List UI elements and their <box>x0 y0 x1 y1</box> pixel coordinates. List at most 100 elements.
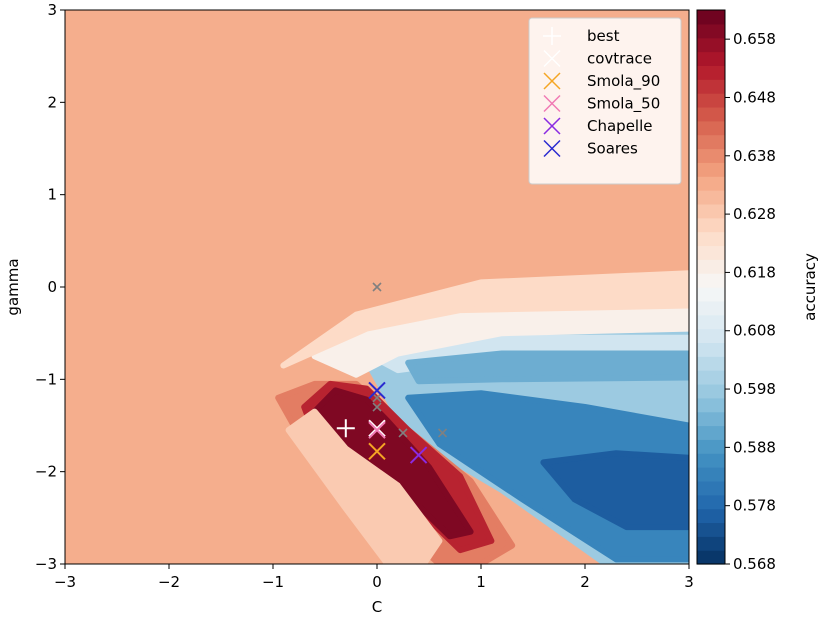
colorbar-band <box>697 231 725 247</box>
y-tick-label: −1 <box>35 370 57 388</box>
colorbar-band <box>697 356 725 371</box>
grey-x-marker <box>372 402 382 412</box>
colorbar-band <box>697 411 725 427</box>
colorbar-band <box>697 467 725 482</box>
colorbar-tick-label: 0.638 <box>733 147 776 165</box>
contour-pale-band <box>280 270 689 369</box>
colorbar-tick-label: 0.618 <box>733 263 776 281</box>
x-axis-label: C <box>372 598 382 616</box>
colorbar-band <box>697 162 725 177</box>
colorbar-band <box>697 134 725 150</box>
marker-smola-90 <box>368 442 386 461</box>
colorbar-band <box>697 494 725 510</box>
colorbar-band <box>697 259 725 274</box>
colorbar-band <box>697 65 725 80</box>
colorbar-tick-label: 0.658 <box>733 30 776 48</box>
colorbar-band <box>697 536 725 551</box>
grey-x-marker <box>398 428 408 438</box>
contour-pale-edge-left <box>285 408 443 564</box>
y-axis-label: gamma <box>4 258 22 315</box>
colorbar-label: accuracy <box>801 253 819 321</box>
colorbar-band <box>697 51 725 66</box>
x-tick-label: 1 <box>476 573 486 591</box>
colorbar-tick-label: 0.578 <box>733 497 776 515</box>
legend-label-soares: Soares <box>587 140 638 158</box>
colorbar-band <box>697 245 725 260</box>
colorbar-band <box>697 79 725 94</box>
colorbar-tick-label: 0.568 <box>733 555 776 573</box>
y-tick-label: 1 <box>47 186 57 204</box>
y-tick-label: −2 <box>35 463 57 481</box>
y-tick-label: 0 <box>47 278 57 296</box>
colorbar-band <box>697 508 725 524</box>
colorbar-tick-label: 0.598 <box>733 380 776 398</box>
colorbar-frame <box>696 9 726 565</box>
colorbar-gradient <box>697 10 725 565</box>
y-tick-label: 3 <box>47 1 57 19</box>
grey-x-marker <box>437 428 448 438</box>
colorbar-band <box>697 190 725 205</box>
x-tick-label: −3 <box>54 573 76 591</box>
legend-marker-smola-90 <box>543 72 561 90</box>
colorbar-band <box>697 217 725 233</box>
y-axis: −3 −2 −1 0 1 2 3 <box>35 1 65 573</box>
colorbar-band <box>697 203 725 219</box>
contour-regions <box>275 270 689 564</box>
colorbar-band <box>697 287 725 302</box>
colorbar-band <box>697 300 725 316</box>
colorbar-band <box>697 93 725 108</box>
colorbar-tick-label: 0.588 <box>733 438 776 456</box>
x-tick-label: 2 <box>580 573 590 591</box>
colorbar-band <box>697 550 725 565</box>
colorbar-band <box>697 106 725 122</box>
colorbar-band <box>697 314 725 330</box>
colorbar-band <box>697 328 725 343</box>
x-axis: −3 −2 −1 0 1 2 3 <box>54 564 694 591</box>
x-tick-label: −2 <box>158 573 180 591</box>
colorbar-band <box>697 522 725 537</box>
marker-best <box>336 419 355 438</box>
legend-marker-covtrace <box>543 49 561 68</box>
marker-smola-50 <box>368 421 386 439</box>
colorbar-band <box>697 480 725 496</box>
colorbar-band <box>697 23 725 39</box>
marker-covtrace <box>368 419 386 437</box>
x-tick-label: 0 <box>372 573 382 591</box>
colorbar-band <box>697 439 725 454</box>
colorbar-band <box>697 10 725 25</box>
colorbar-tick-label: 0.608 <box>733 322 776 340</box>
colorbar-band <box>697 397 725 413</box>
colorbar-tick-label: 0.628 <box>733 205 776 223</box>
colorbar-band <box>697 453 725 468</box>
legend-label-covtrace: covtrace <box>587 50 652 68</box>
legend-label-best: best <box>587 27 620 45</box>
x-tick-label: 3 <box>684 573 694 591</box>
colorbar-band <box>697 273 725 288</box>
colorbar-band <box>697 37 725 53</box>
y-tick-label: 2 <box>47 93 57 111</box>
grey-x-marker <box>372 282 382 292</box>
legend-marker-best <box>543 27 561 45</box>
colorbar-band <box>697 342 725 357</box>
legend: best covtrace Smola_90 Smola_50 Chapelle Soar… <box>528 17 682 185</box>
colorbar-band <box>697 425 725 440</box>
legend-label-smola-50: Smola_50 <box>587 95 660 114</box>
method-markers <box>336 381 428 464</box>
colorbar-band <box>697 176 725 191</box>
grey-markers <box>372 282 448 438</box>
grey-x-marker <box>372 393 382 403</box>
legend-box <box>528 17 682 185</box>
marker-soares <box>368 381 386 400</box>
colorbar-band <box>697 383 725 399</box>
legend-label-chapelle: Chapelle <box>587 117 653 135</box>
contour-darkest-blue <box>540 450 689 531</box>
legend-marker-chapelle <box>543 117 561 135</box>
legend-marker-smola-50 <box>543 94 561 113</box>
colorbar-band <box>697 120 725 136</box>
legend-label-smola-90: Smola_90 <box>587 72 660 91</box>
contour-mid-blue-stripe <box>405 350 689 385</box>
marker-chapelle <box>409 446 428 464</box>
colorbar-band <box>697 370 725 385</box>
colorbar-tick-label: 0.648 <box>733 88 776 106</box>
